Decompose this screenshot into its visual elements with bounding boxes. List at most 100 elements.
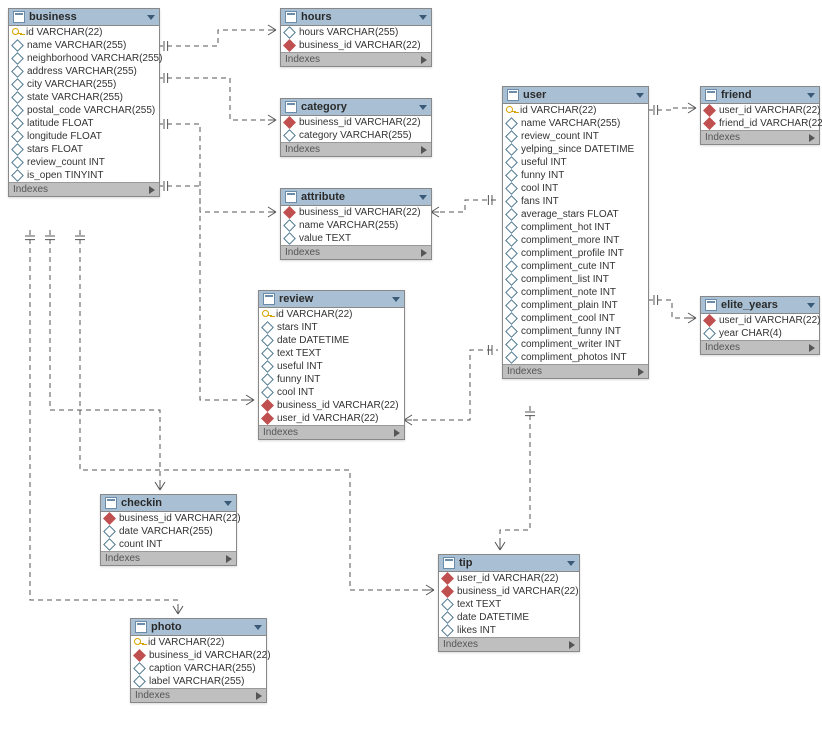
column-row[interactable]: name VARCHAR(255) <box>503 117 648 130</box>
collapse-caret-icon[interactable] <box>567 561 575 566</box>
column-row[interactable]: compliment_cool INT <box>503 312 648 325</box>
column-row[interactable]: date VARCHAR(255) <box>101 525 236 538</box>
collapse-caret-icon[interactable] <box>224 501 232 506</box>
column-row[interactable]: hours VARCHAR(255) <box>281 26 431 39</box>
column-row[interactable]: year CHAR(4) <box>701 327 819 340</box>
column-row[interactable]: longitude FLOAT <box>9 130 159 143</box>
collapse-caret-icon[interactable] <box>636 93 644 98</box>
column-row[interactable]: compliment_writer INT <box>503 338 648 351</box>
column-row[interactable]: id VARCHAR(22) <box>259 308 404 321</box>
table-tip[interactable]: tipuser_id VARCHAR(22)business_id VARCHA… <box>438 554 580 652</box>
collapse-caret-icon[interactable] <box>419 195 427 200</box>
expand-icon[interactable] <box>226 555 232 563</box>
column-row[interactable]: id VARCHAR(22) <box>131 636 266 649</box>
column-row[interactable]: compliment_hot INT <box>503 221 648 234</box>
column-row[interactable]: business_id VARCHAR(22) <box>439 585 579 598</box>
indexes-section[interactable]: Indexes <box>701 340 819 354</box>
column-row[interactable]: cool INT <box>259 386 404 399</box>
table-header[interactable]: checkin <box>101 495 236 512</box>
column-row[interactable]: business_id VARCHAR(22) <box>281 39 431 52</box>
expand-icon[interactable] <box>421 146 427 154</box>
column-row[interactable]: user_id VARCHAR(22) <box>259 412 404 425</box>
expand-icon[interactable] <box>256 692 262 700</box>
expand-icon[interactable] <box>638 368 644 376</box>
column-row[interactable]: compliment_profile INT <box>503 247 648 260</box>
column-row[interactable]: text TEXT <box>439 598 579 611</box>
column-row[interactable]: postal_code VARCHAR(255) <box>9 104 159 117</box>
column-row[interactable]: compliment_more INT <box>503 234 648 247</box>
indexes-section[interactable]: Indexes <box>281 52 431 66</box>
indexes-section[interactable]: Indexes <box>9 182 159 196</box>
table-header[interactable]: business <box>9 9 159 26</box>
expand-icon[interactable] <box>394 429 400 437</box>
column-row[interactable]: friend_id VARCHAR(22) <box>701 117 819 130</box>
column-row[interactable]: label VARCHAR(255) <box>131 675 266 688</box>
table-header[interactable]: elite_years <box>701 297 819 314</box>
column-row[interactable]: business_id VARCHAR(22) <box>281 116 431 129</box>
column-row[interactable]: useful INT <box>259 360 404 373</box>
column-row[interactable]: latitude FLOAT <box>9 117 159 130</box>
table-friend[interactable]: frienduser_id VARCHAR(22)friend_id VARCH… <box>700 86 820 145</box>
table-header[interactable]: attribute <box>281 189 431 206</box>
column-row[interactable]: business_id VARCHAR(22) <box>101 512 236 525</box>
table-hours[interactable]: hourshours VARCHAR(255)business_id VARCH… <box>280 8 432 67</box>
table-review[interactable]: reviewid VARCHAR(22)stars INTdate DATETI… <box>258 290 405 440</box>
table-photo[interactable]: photoid VARCHAR(22)business_id VARCHAR(2… <box>130 618 267 703</box>
table-category[interactable]: categorybusiness_id VARCHAR(22)category … <box>280 98 432 157</box>
column-row[interactable]: is_open TINYINT <box>9 169 159 182</box>
indexes-section[interactable]: Indexes <box>439 637 579 651</box>
column-row[interactable]: text TEXT <box>259 347 404 360</box>
column-row[interactable]: funny INT <box>503 169 648 182</box>
column-row[interactable]: name VARCHAR(255) <box>281 219 431 232</box>
column-row[interactable]: likes INT <box>439 624 579 637</box>
column-row[interactable]: fans INT <box>503 195 648 208</box>
column-row[interactable]: business_id VARCHAR(22) <box>281 206 431 219</box>
table-business[interactable]: businessid VARCHAR(22)name VARCHAR(255)n… <box>8 8 160 197</box>
column-row[interactable]: business_id VARCHAR(22) <box>131 649 266 662</box>
column-row[interactable]: user_id VARCHAR(22) <box>701 314 819 327</box>
column-row[interactable]: category VARCHAR(255) <box>281 129 431 142</box>
table-elite_years[interactable]: elite_yearsuser_id VARCHAR(22)year CHAR(… <box>700 296 820 355</box>
table-header[interactable]: tip <box>439 555 579 572</box>
table-user[interactable]: userid VARCHAR(22)name VARCHAR(255)revie… <box>502 86 649 379</box>
indexes-section[interactable]: Indexes <box>131 688 266 702</box>
column-row[interactable]: name VARCHAR(255) <box>9 39 159 52</box>
column-row[interactable]: state VARCHAR(255) <box>9 91 159 104</box>
column-row[interactable]: address VARCHAR(255) <box>9 65 159 78</box>
expand-icon[interactable] <box>421 56 427 64</box>
indexes-section[interactable]: Indexes <box>259 425 404 439</box>
table-attribute[interactable]: attributebusiness_id VARCHAR(22)name VAR… <box>280 188 432 260</box>
column-row[interactable]: cool INT <box>503 182 648 195</box>
collapse-caret-icon[interactable] <box>392 297 400 302</box>
collapse-caret-icon[interactable] <box>807 93 815 98</box>
column-row[interactable]: id VARCHAR(22) <box>9 26 159 39</box>
column-row[interactable]: compliment_list INT <box>503 273 648 286</box>
collapse-caret-icon[interactable] <box>254 625 262 630</box>
column-row[interactable]: review_count INT <box>9 156 159 169</box>
column-row[interactable]: compliment_cute INT <box>503 260 648 273</box>
column-row[interactable]: neighborhood VARCHAR(255) <box>9 52 159 65</box>
collapse-caret-icon[interactable] <box>419 15 427 20</box>
table-header[interactable]: hours <box>281 9 431 26</box>
expand-icon[interactable] <box>569 641 575 649</box>
indexes-section[interactable]: Indexes <box>281 245 431 259</box>
table-checkin[interactable]: checkinbusiness_id VARCHAR(22)date VARCH… <box>100 494 237 566</box>
column-row[interactable]: count INT <box>101 538 236 551</box>
column-row[interactable]: value TEXT <box>281 232 431 245</box>
column-row[interactable]: user_id VARCHAR(22) <box>701 104 819 117</box>
expand-icon[interactable] <box>809 134 815 142</box>
indexes-section[interactable]: Indexes <box>503 364 648 378</box>
column-row[interactable]: review_count INT <box>503 130 648 143</box>
expand-icon[interactable] <box>149 186 155 194</box>
column-row[interactable]: stars INT <box>259 321 404 334</box>
expand-icon[interactable] <box>809 344 815 352</box>
indexes-section[interactable]: Indexes <box>701 130 819 144</box>
column-row[interactable]: average_stars FLOAT <box>503 208 648 221</box>
column-row[interactable]: compliment_plain INT <box>503 299 648 312</box>
column-row[interactable]: yelping_since DATETIME <box>503 143 648 156</box>
table-header[interactable]: friend <box>701 87 819 104</box>
column-row[interactable]: funny INT <box>259 373 404 386</box>
column-row[interactable]: caption VARCHAR(255) <box>131 662 266 675</box>
column-row[interactable]: compliment_note INT <box>503 286 648 299</box>
column-row[interactable]: city VARCHAR(255) <box>9 78 159 91</box>
